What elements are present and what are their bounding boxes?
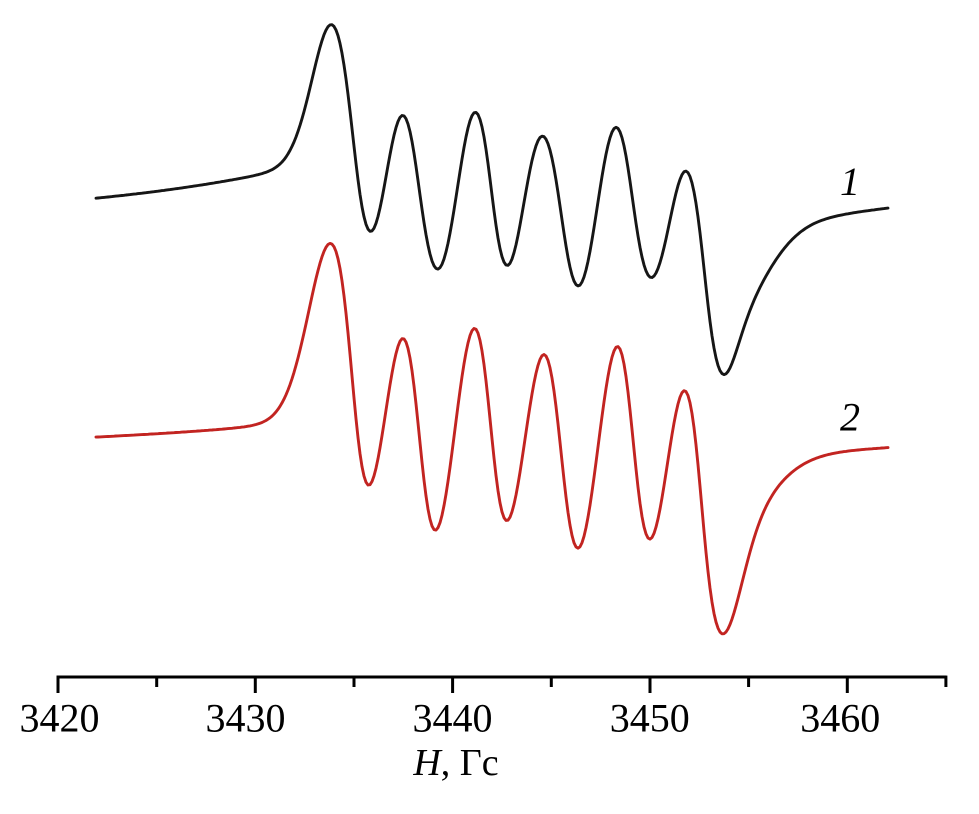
svg-text:3450: 3450	[610, 696, 690, 741]
svg-text:1: 1	[840, 159, 860, 204]
svg-text:3460: 3460	[800, 696, 880, 741]
svg-text:3420: 3420	[20, 696, 100, 741]
svg-text:3430: 3430	[206, 696, 286, 741]
svg-text:H, Гс: H, Гс	[412, 742, 498, 784]
svg-text:3440: 3440	[413, 696, 493, 741]
svg-text:2: 2	[840, 395, 860, 440]
